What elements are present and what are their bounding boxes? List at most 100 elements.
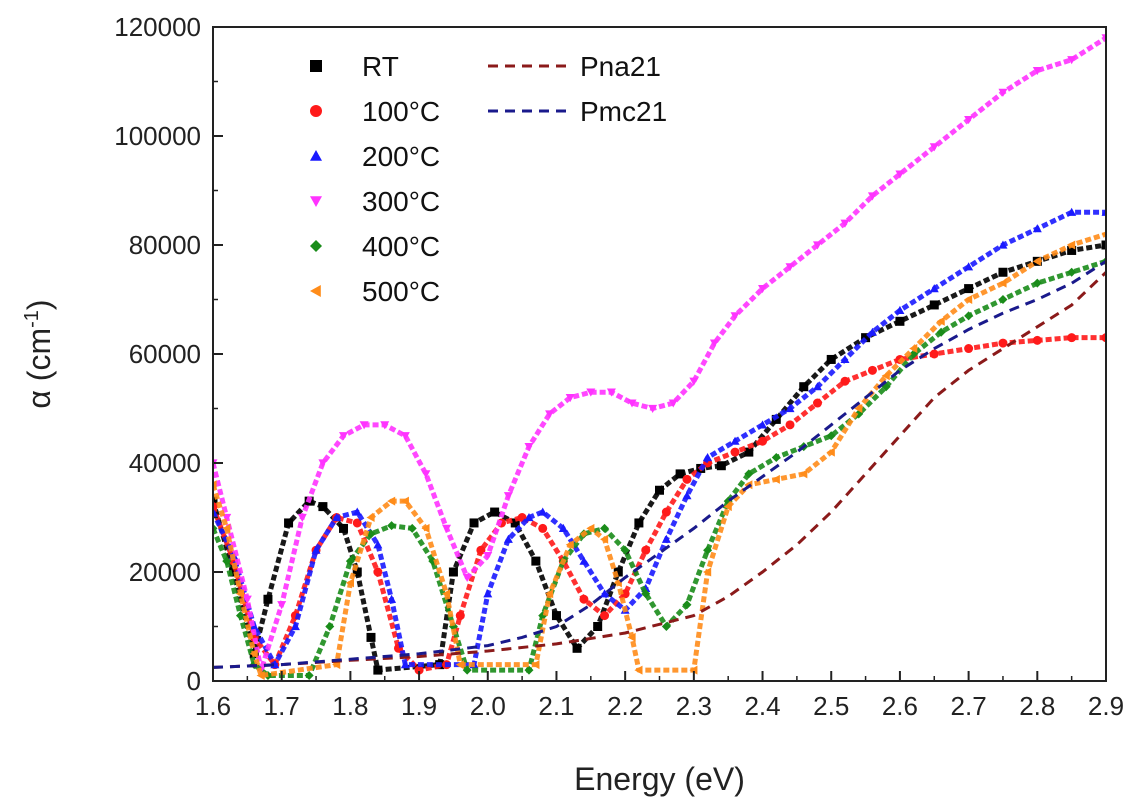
data-point: [936, 327, 946, 337]
data-point: [703, 567, 712, 577]
data-point: [881, 371, 890, 381]
data-point: [524, 665, 534, 675]
series-layer: [213, 34, 1106, 681]
data-point: [840, 354, 850, 364]
data-point: [799, 382, 809, 392]
data-point: [758, 285, 768, 294]
data-point: [524, 443, 534, 452]
x-tick-label: 2.5: [813, 691, 849, 721]
data-point: [682, 474, 692, 484]
data-point: [462, 573, 472, 582]
x-tick-label: 1.8: [332, 691, 368, 721]
y-tick-label: 100000: [114, 121, 201, 151]
data-point: [1032, 224, 1042, 233]
data-point: [290, 622, 300, 631]
legend-item: 200°C: [310, 141, 440, 172]
x-axis-title: Energy (eV): [574, 761, 745, 797]
data-point: [593, 622, 603, 631]
data-point: [366, 632, 376, 642]
x-tick-label: 1.7: [264, 691, 300, 721]
data-point: [318, 459, 328, 468]
data-point: [407, 523, 417, 533]
data-point: [256, 671, 265, 681]
data-point: [641, 545, 651, 555]
data-point: [634, 518, 644, 528]
data-point: [222, 523, 231, 533]
data-point: [799, 469, 808, 479]
data-point: [661, 507, 671, 517]
data-point: [414, 665, 424, 675]
data-point: [1032, 67, 1042, 76]
data-point: [675, 469, 685, 479]
x-tick-label: 2.3: [676, 691, 712, 721]
data-point: [213, 523, 218, 533]
data-point: [538, 507, 548, 516]
data-point: [1067, 56, 1077, 65]
data-point: [242, 595, 252, 604]
x-tick-label: 2.4: [744, 691, 780, 721]
data-point: [339, 432, 349, 441]
legend-label: 500°C: [362, 276, 440, 307]
data-point: [620, 545, 630, 555]
data-point: [661, 622, 671, 631]
data-point: [297, 513, 307, 522]
data-point: [586, 523, 595, 533]
data-point: [235, 589, 245, 599]
y-tick-label: 60000: [129, 339, 201, 369]
y-axis: 0 20000 40000 60000 80000 100000 120000: [114, 12, 223, 696]
data-point: [263, 594, 273, 604]
data-point: [1101, 240, 1106, 250]
series-400°C: [213, 256, 1106, 681]
data-point: [213, 459, 218, 468]
legend-label: 200°C: [362, 141, 440, 172]
data-point: [895, 316, 905, 326]
data-point: [840, 376, 850, 386]
legend-marker: [310, 105, 322, 117]
data-point: [586, 388, 596, 397]
data-point: [785, 404, 795, 413]
data-point: [345, 556, 355, 566]
data-point: [229, 567, 239, 577]
data-point: [648, 404, 658, 413]
data-point: [380, 421, 390, 430]
y-axis-title-close: ): [21, 299, 57, 310]
data-point: [572, 643, 582, 653]
data-point: [682, 600, 692, 610]
data-point: [421, 523, 430, 533]
data-point: [359, 421, 369, 430]
data-point: [709, 339, 719, 348]
data-point: [579, 594, 589, 604]
legend-marker: [310, 285, 321, 297]
data-point: [400, 496, 409, 506]
data-point: [964, 311, 974, 321]
data-point: [249, 622, 259, 631]
data-point: [785, 420, 795, 430]
data-point: [964, 262, 974, 271]
data-point: [373, 567, 383, 577]
data-point: [387, 496, 396, 506]
y-tick-label: 0: [187, 666, 201, 696]
data-point: [867, 365, 877, 375]
data-point: [812, 241, 822, 250]
data-point: [703, 453, 713, 462]
data-point: [861, 333, 871, 343]
series-line: [213, 271, 1106, 669]
data-point: [909, 344, 918, 354]
legend-item: 300°C: [310, 186, 440, 217]
data-point: [998, 240, 1008, 249]
data-point: [551, 611, 561, 621]
data-point: [213, 502, 218, 512]
data-point: [895, 170, 905, 179]
x-tick-label: 2.8: [1019, 691, 1055, 721]
legend-item: Pna21: [488, 51, 661, 82]
series-trace: [213, 242, 1106, 673]
data-point: [600, 523, 610, 533]
data-point: [1101, 231, 1106, 237]
data-point: [387, 594, 397, 603]
legend-label: Pna21: [580, 51, 661, 82]
data-point: [661, 534, 671, 543]
data-point: [366, 513, 375, 522]
data-point: [998, 295, 1008, 304]
series-500°C: [213, 231, 1106, 681]
legend-label: Pmc21: [580, 96, 667, 127]
